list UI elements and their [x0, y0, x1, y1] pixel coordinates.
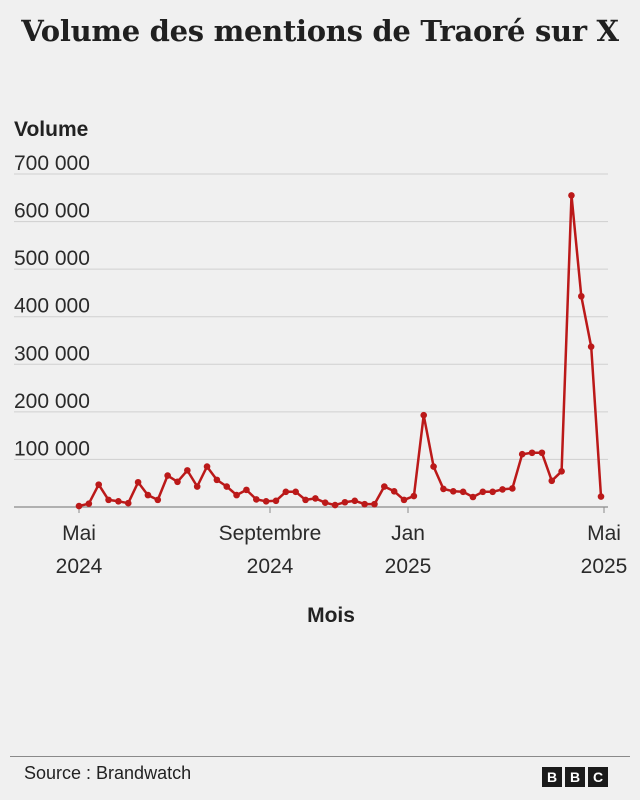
data-point — [75, 502, 83, 510]
data-point — [430, 463, 437, 470]
data-point — [469, 493, 477, 501]
y-tick-label: 500 000 — [14, 247, 90, 270]
x-tick-label: Septembre — [219, 522, 322, 545]
x-tick-label: 2024 — [247, 555, 294, 578]
bbc-logo: B B C — [542, 767, 608, 787]
y-tick-label: 200 000 — [14, 390, 90, 413]
data-point — [95, 481, 102, 488]
data-point — [528, 449, 536, 457]
data-point — [390, 488, 398, 495]
data-point — [371, 500, 378, 508]
data-point — [252, 496, 260, 503]
y-tick-label: 600 000 — [14, 200, 90, 223]
data-point — [459, 488, 467, 496]
data-point — [213, 476, 221, 484]
y-tick-label: 300 000 — [14, 342, 90, 365]
data-point — [174, 478, 181, 486]
data-point — [203, 463, 211, 470]
logo-letter: B — [542, 767, 562, 787]
y-tick-label: 100 000 — [14, 437, 90, 460]
data-point — [115, 497, 122, 505]
data-point — [518, 450, 526, 458]
source-note: Source : Brandwatch — [24, 763, 192, 783]
x-tick-label: Mai — [62, 522, 96, 545]
x-tick-label: Mai — [587, 522, 621, 545]
data-point — [558, 468, 565, 475]
x-tick-label: Jan — [391, 522, 425, 545]
data-point — [292, 488, 299, 496]
data-point — [282, 488, 290, 496]
data-point — [420, 411, 428, 419]
data-point — [400, 496, 408, 504]
data-point — [499, 486, 506, 493]
x-axis-title: Mois — [307, 604, 355, 627]
y-tick-label: 700 000 — [14, 152, 90, 175]
data-point — [479, 488, 487, 496]
data-point — [321, 499, 329, 507]
data-point — [105, 496, 112, 504]
data-point — [85, 500, 93, 507]
logo-letter: B — [565, 767, 585, 787]
data-point — [548, 477, 556, 485]
data-point — [124, 499, 132, 507]
y-axis-title: Volume — [14, 118, 89, 141]
x-tick-label: 2025 — [385, 555, 432, 578]
data-point — [351, 497, 359, 505]
x-tick-label: 2025 — [581, 555, 628, 578]
data-point — [587, 343, 595, 350]
data-point — [509, 485, 516, 492]
data-point — [489, 488, 496, 496]
data-point — [262, 497, 270, 505]
data-point — [381, 483, 388, 490]
data-point — [341, 498, 349, 506]
data-point — [134, 478, 142, 486]
data-point — [272, 497, 280, 505]
footer-divider — [10, 756, 630, 757]
data-point — [223, 483, 231, 490]
series-line — [77, 194, 603, 508]
data-point — [361, 500, 368, 508]
data-point — [568, 192, 575, 199]
data-point — [312, 495, 319, 502]
y-tick-label: 400 000 — [14, 295, 90, 318]
data-point — [410, 492, 418, 500]
data-point — [597, 493, 605, 500]
data-point — [538, 449, 546, 457]
data-point — [154, 496, 162, 504]
data-point — [302, 496, 309, 504]
chart-title: Volume des mentions de Traoré sur X — [21, 14, 619, 48]
data-point — [449, 488, 457, 495]
data-point — [164, 472, 171, 479]
data-point — [233, 491, 240, 499]
data-point — [184, 467, 191, 474]
data-point — [440, 485, 447, 493]
data-point — [144, 491, 152, 499]
data-point — [578, 292, 585, 300]
data-point — [331, 501, 339, 509]
x-tick-label: 2024 — [56, 555, 103, 578]
data-point — [243, 486, 250, 494]
logo-letter: C — [588, 767, 608, 787]
data-point — [193, 483, 201, 490]
